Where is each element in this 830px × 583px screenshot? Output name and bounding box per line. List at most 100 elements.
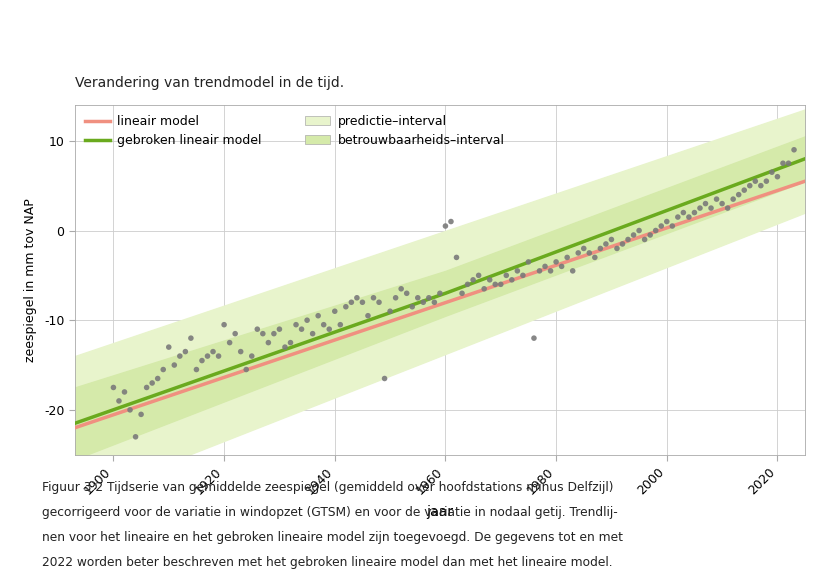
Point xyxy=(361,311,374,321)
Point xyxy=(207,347,220,356)
Point xyxy=(383,307,397,316)
Point xyxy=(300,315,314,325)
Point xyxy=(555,262,569,271)
Y-axis label: zeespiegel in mm tov NAP: zeespiegel in mm tov NAP xyxy=(24,198,37,361)
Point xyxy=(400,289,413,298)
Point xyxy=(759,177,773,186)
Point xyxy=(632,226,646,235)
Point xyxy=(456,289,469,298)
Point xyxy=(577,244,590,253)
Point xyxy=(622,235,635,244)
Point xyxy=(710,195,723,204)
Point xyxy=(539,262,552,271)
Point xyxy=(572,248,585,258)
Point xyxy=(788,145,801,154)
Point xyxy=(671,212,685,222)
Point xyxy=(754,181,768,190)
Point xyxy=(411,293,424,303)
Point xyxy=(406,302,419,311)
Point xyxy=(334,320,347,329)
Point xyxy=(583,248,596,258)
Point xyxy=(350,293,364,303)
Point xyxy=(505,275,519,285)
Point xyxy=(140,383,154,392)
Point xyxy=(533,266,546,276)
Point xyxy=(643,230,657,240)
Point xyxy=(278,342,291,352)
Point xyxy=(212,352,225,361)
Point xyxy=(682,212,696,222)
Point xyxy=(261,338,275,347)
Point xyxy=(638,235,652,244)
Point xyxy=(560,253,574,262)
Point xyxy=(693,203,706,213)
Point xyxy=(245,352,258,361)
Point xyxy=(616,239,629,248)
Text: 2022 worden beter beschreven met het gebroken lineaire model dan met het lineair: 2022 worden beter beschreven met het geb… xyxy=(42,556,612,569)
Point xyxy=(201,352,214,361)
Point xyxy=(771,172,784,181)
Point xyxy=(599,239,613,248)
Point xyxy=(190,365,203,374)
Point xyxy=(311,311,325,321)
Point xyxy=(588,253,602,262)
Point xyxy=(510,266,524,276)
Point xyxy=(450,253,463,262)
Point xyxy=(666,222,679,231)
Point xyxy=(461,280,474,289)
Point xyxy=(240,365,253,374)
Point xyxy=(223,338,237,347)
Point xyxy=(256,329,270,338)
Point xyxy=(367,293,380,303)
Point xyxy=(273,325,286,334)
Point xyxy=(593,244,607,253)
Point xyxy=(217,320,231,329)
Point xyxy=(472,271,486,280)
Point xyxy=(195,356,208,365)
Point xyxy=(782,159,795,168)
Point xyxy=(284,338,297,347)
Point xyxy=(433,289,447,298)
Point xyxy=(129,432,142,441)
Legend: lineair model, gebroken lineair model, predictie–interval, betrouwbaarheids–inte: lineair model, gebroken lineair model, p… xyxy=(81,111,509,151)
Point xyxy=(118,387,131,396)
Point xyxy=(676,208,690,217)
Point xyxy=(477,284,491,293)
Point xyxy=(516,271,530,280)
Point xyxy=(162,342,175,352)
Point xyxy=(422,293,436,303)
Point xyxy=(373,297,386,307)
Point xyxy=(655,222,668,231)
Point xyxy=(378,374,391,383)
Point xyxy=(660,217,673,226)
X-axis label: jaar: jaar xyxy=(427,505,453,519)
Point xyxy=(566,266,579,276)
Point xyxy=(649,226,662,235)
Point xyxy=(715,199,729,208)
Point xyxy=(134,410,148,419)
Point xyxy=(705,203,718,213)
Point xyxy=(168,360,181,370)
Point xyxy=(173,352,187,361)
Point xyxy=(489,280,502,289)
Point xyxy=(544,266,557,276)
Point xyxy=(743,181,756,190)
Point xyxy=(494,280,507,289)
Point xyxy=(417,297,430,307)
Point xyxy=(738,185,751,195)
Point xyxy=(107,383,120,392)
Point xyxy=(610,244,623,253)
Point xyxy=(290,320,303,329)
Point xyxy=(356,297,369,307)
Point xyxy=(721,203,735,213)
Point xyxy=(328,307,341,316)
Point xyxy=(439,222,452,231)
Point xyxy=(732,190,745,199)
Point xyxy=(749,177,762,186)
Point xyxy=(145,378,159,388)
Text: nen voor het lineaire en het gebroken lineaire model zijn toegevoegd. De gegeven: nen voor het lineaire en het gebroken li… xyxy=(42,531,622,544)
Point xyxy=(267,329,281,338)
Point xyxy=(427,297,441,307)
Point xyxy=(688,208,701,217)
Point xyxy=(124,405,137,415)
